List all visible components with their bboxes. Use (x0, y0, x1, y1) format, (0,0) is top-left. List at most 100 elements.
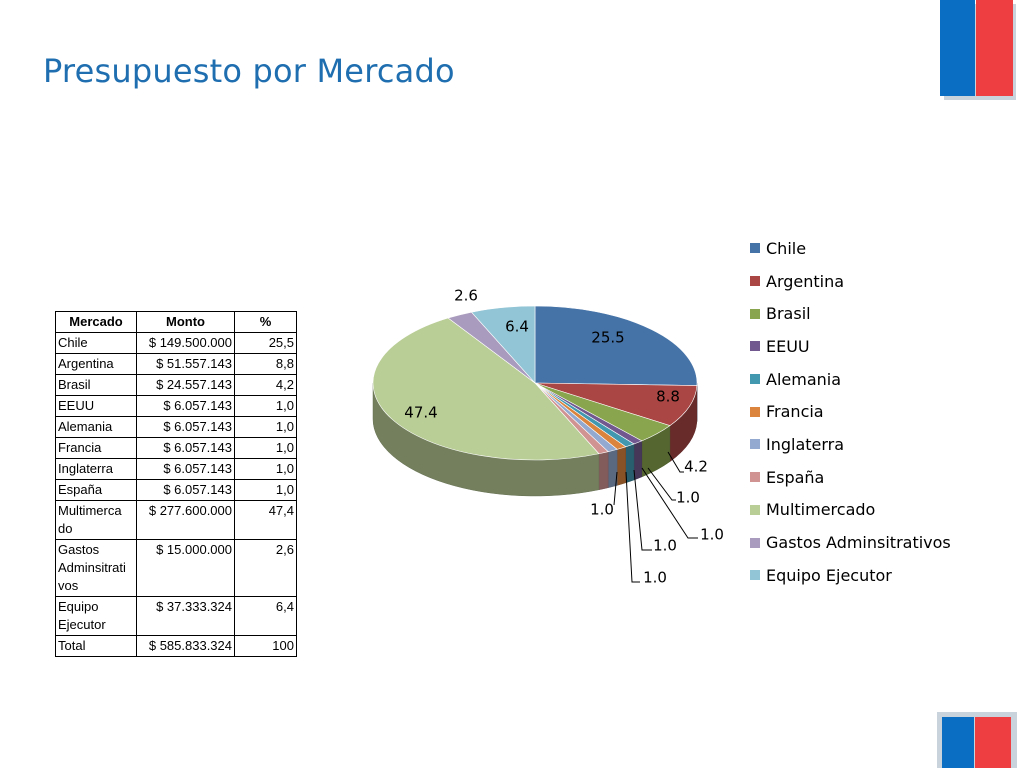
cell-percent: 1,0 (234, 416, 297, 438)
flag-red-stripe (975, 717, 1011, 768)
pie-slice-side-alemania (625, 443, 635, 484)
table-row: Alemania $ 6.057.143 1,0 (55, 416, 297, 438)
cell-monto: $ 51.557.143 (136, 353, 235, 375)
legend-label: Inglaterra (766, 434, 845, 454)
legend-label: Multimercado (766, 500, 876, 520)
legend-label: Alemania (766, 369, 842, 389)
cell-mercado: Brasil (55, 374, 137, 396)
pie-slice-side-espa-a (598, 451, 609, 491)
leader-line (647, 467, 676, 501)
legend-label: Argentina (766, 271, 845, 291)
table-row: Multimerca do $ 277.600.000 47,4 (55, 500, 297, 540)
legend-swatch (750, 537, 760, 548)
leader-line (625, 471, 640, 583)
legend-label: Chile (766, 238, 807, 258)
cell-percent: 47,4 (234, 500, 297, 540)
data-label-francia: 1.0 (653, 537, 677, 555)
legend-item: Gastos Adminsitrativos (750, 526, 951, 559)
legend-item: Multimercado (750, 494, 951, 527)
cell-mercado: Multimerca do (55, 500, 137, 540)
data-label-espa-a: 1.0 (590, 501, 614, 519)
leader-line (633, 469, 652, 551)
legend-swatch (750, 406, 760, 417)
flag-decoration-top (940, 0, 1020, 100)
legend-item: EEUU (750, 330, 951, 363)
cell-monto: $ 6.057.143 (136, 437, 235, 459)
cell-percent: 25,5 (234, 332, 297, 354)
cell-monto: $ 277.600.000 (136, 500, 235, 540)
pie-slice-argentina (534, 382, 698, 426)
table-row: EEUU $ 6.057.143 1,0 (55, 395, 297, 417)
cell-mercado: Chile (55, 332, 137, 354)
pie-slice-chile (534, 305, 698, 386)
cell-percent: 1,0 (234, 458, 297, 480)
leader-line (613, 471, 618, 506)
legend-item: Argentina (750, 265, 951, 298)
flag-blue-stripe (942, 717, 974, 768)
legend-label: Gastos Adminsitrativos (766, 533, 951, 553)
pie-slice-side-francia (616, 446, 626, 486)
data-label-eeuu: 1.0 (676, 489, 700, 507)
data-labels: 25.5 8.8 4.2 1.0 1.0 1.0 1.0 1.0 47.4 2.6 6.4 (404, 287, 724, 587)
legend-item: Chile (750, 232, 951, 265)
table-row: Gastos Adminsitrati vos $ 15.000.000 2,6 (55, 539, 297, 597)
data-label-argentina: 8.8 (656, 388, 680, 406)
table-row-total: Total $ 585.833.324 100 (55, 635, 297, 657)
data-label-alemania: 1.0 (700, 526, 724, 544)
pie-side-layer (372, 382, 698, 497)
budget-table: Mercado Monto % Chile $ 149.500.000 25,5 A… (55, 311, 297, 657)
cell-mercado: Total (55, 635, 137, 657)
pie-top-layer (372, 305, 698, 461)
data-label-inglaterra: 1.0 (643, 569, 667, 587)
pie-slice-equipo-ejecutor (470, 305, 536, 384)
data-label-brasil: 4.2 (684, 458, 708, 476)
legend-label: Equipo Ejecutor (766, 565, 892, 585)
table-row: Chile $ 149.500.000 25,5 (55, 332, 297, 354)
legend-item: Equipo Ejecutor (750, 559, 951, 592)
cell-mercado: Gastos Adminsitrati vos (55, 539, 137, 597)
legend-item: España (750, 461, 951, 494)
table-row: Brasil $ 24.557.143 4,2 (55, 374, 297, 396)
cell-percent: 100 (234, 635, 297, 657)
data-label-chile: 25.5 (591, 329, 624, 347)
flag-red-stripe (976, 0, 1013, 96)
data-label-equipo-ejecutor: 6.4 (505, 318, 529, 336)
cell-monto: $ 24.557.143 (136, 374, 235, 396)
legend-swatch (750, 472, 760, 483)
cell-percent: 8,8 (234, 353, 297, 375)
legend-swatch (750, 504, 760, 515)
legend-swatch (750, 374, 760, 385)
chart-legend: Chile Argentina Brasil EEUU Alemania Francia I… (750, 232, 951, 592)
data-label-gastos-adminsitrativos: 2.6 (454, 287, 478, 305)
cell-monto: $ 6.057.143 (136, 395, 235, 417)
legend-item: Brasil (750, 297, 951, 330)
legend-swatch (750, 308, 760, 319)
legend-label: Brasil (766, 304, 811, 324)
legend-item: Francia (750, 395, 951, 428)
legend-swatch (750, 439, 760, 450)
slide-title: Presupuesto por Mercado (43, 52, 455, 90)
legend-item: Inglaterra (750, 428, 951, 461)
flag-decoration-bottom (937, 712, 1017, 768)
legend-label: EEUU (766, 336, 810, 356)
data-label-multimercado: 47.4 (404, 404, 437, 422)
flag-blue-stripe (940, 0, 975, 96)
cell-monto: $ 585.833.324 (136, 635, 235, 657)
pie-slice-multimercado (372, 317, 600, 461)
cell-percent: 6,4 (234, 596, 297, 636)
legend-label: España (766, 467, 825, 487)
cell-mercado: EEUU (55, 395, 137, 417)
cell-percent: 2,6 (234, 539, 297, 597)
leader-line (667, 451, 684, 473)
cell-mercado: Argentina (55, 353, 137, 375)
table-row: Argentina $ 51.557.143 8,8 (55, 353, 297, 375)
legend-swatch (750, 341, 760, 352)
leader-line (641, 467, 698, 539)
legend-swatch (750, 570, 760, 581)
legend-item: Alemania (750, 363, 951, 396)
legend-label: Francia (766, 402, 824, 422)
legend-swatch (750, 276, 760, 287)
legend-swatch (750, 243, 760, 254)
pie-slice-side-eeuu (633, 440, 643, 481)
